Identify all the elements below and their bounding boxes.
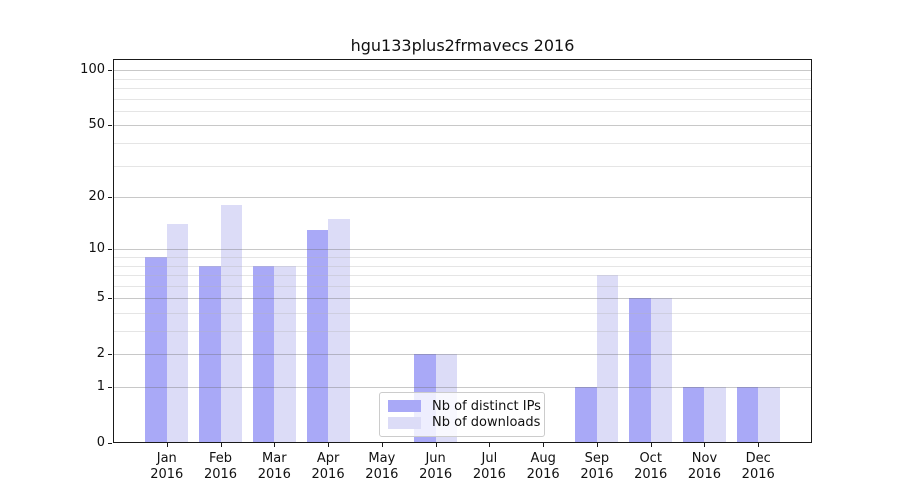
bar-downloads bbox=[166, 224, 189, 443]
bar-downloads bbox=[220, 205, 243, 443]
x-tick-mark bbox=[758, 443, 760, 447]
gridline bbox=[113, 354, 812, 356]
x-tick-label: Mar 2016 bbox=[257, 451, 291, 482]
bar-distinct-ips bbox=[736, 387, 759, 443]
bar-downloads bbox=[704, 387, 726, 443]
y-tick-mark bbox=[108, 387, 112, 388]
y-tick-mark bbox=[108, 70, 112, 72]
bar-distinct-ips bbox=[682, 387, 705, 443]
gridline-minor bbox=[113, 265, 812, 267]
gridline-minor bbox=[113, 275, 812, 277]
gridline-minor bbox=[113, 331, 812, 332]
y-tick-mark bbox=[108, 249, 112, 251]
bar-distinct-ips bbox=[306, 229, 329, 443]
y-tick-mark bbox=[108, 354, 112, 356]
x-tick-label: Jul 2016 bbox=[472, 451, 506, 482]
y-tick-mark bbox=[108, 197, 112, 199]
x-tick-mark bbox=[489, 443, 491, 447]
gridline bbox=[113, 70, 812, 72]
bar-distinct-ips bbox=[575, 387, 597, 443]
legend-swatch bbox=[388, 416, 421, 429]
legend-label: Nb of downloads bbox=[432, 415, 541, 431]
y-tick-label: 10 bbox=[88, 241, 105, 257]
x-tick-label: May 2016 bbox=[365, 451, 399, 482]
bar-downloads bbox=[274, 265, 296, 443]
legend-item: Nb of distinct IPs bbox=[388, 399, 541, 414]
bar-distinct-ips bbox=[199, 265, 221, 443]
bar-downloads bbox=[596, 275, 619, 443]
gridline-minor bbox=[113, 256, 812, 258]
gridline-minor bbox=[113, 110, 812, 112]
x-tick-mark bbox=[220, 443, 222, 447]
x-tick-mark bbox=[704, 443, 706, 447]
gridline bbox=[113, 249, 812, 251]
bar-distinct-ips bbox=[252, 265, 275, 443]
y-tick-label: 0 bbox=[96, 435, 105, 450]
y-tick-mark bbox=[108, 125, 112, 127]
x-tick-mark bbox=[328, 443, 330, 447]
x-tick-label: Sep 2016 bbox=[580, 451, 614, 482]
x-tick-mark bbox=[166, 443, 168, 447]
gridline-minor bbox=[113, 88, 812, 89]
legend-item: Nb of downloads bbox=[388, 415, 540, 430]
y-tick-label: 100 bbox=[80, 62, 105, 78]
gridline-minor bbox=[113, 165, 812, 167]
gridline bbox=[113, 125, 812, 127]
legend-swatch bbox=[388, 400, 421, 413]
x-tick-mark bbox=[381, 443, 383, 447]
x-tick-label: Feb 2016 bbox=[203, 451, 238, 482]
legend: Nb of distinct IPs Nb of downloads bbox=[379, 392, 545, 437]
bar-downloads bbox=[758, 387, 780, 443]
x-tick-mark bbox=[543, 443, 545, 447]
y-tick-label: 5 bbox=[96, 290, 105, 306]
legend-label: Nb of distinct IPs bbox=[432, 398, 541, 414]
x-tick-mark bbox=[274, 443, 276, 447]
y-tick-label: 2 bbox=[96, 346, 105, 362]
gridline-minor bbox=[113, 312, 812, 314]
chart-title: hgu133plus2frmavecs 2016 bbox=[350, 36, 575, 55]
y-tick-mark bbox=[108, 443, 112, 444]
gridline bbox=[113, 298, 812, 300]
gridline-minor bbox=[113, 78, 812, 80]
x-tick-label: Jan 2016 bbox=[150, 451, 184, 482]
x-tick-label: Nov 2016 bbox=[687, 451, 721, 482]
x-tick-label: Dec 2016 bbox=[741, 451, 775, 482]
gridline-minor bbox=[113, 98, 812, 100]
x-tick-mark bbox=[650, 443, 652, 447]
y-tick-label: 1 bbox=[96, 379, 105, 394]
gridline bbox=[113, 197, 812, 199]
x-tick-mark bbox=[435, 443, 437, 447]
y-tick-label: 50 bbox=[88, 117, 105, 133]
gridline bbox=[113, 387, 812, 388]
bar-distinct-ips bbox=[145, 256, 167, 443]
x-tick-mark bbox=[596, 443, 598, 447]
bar-downloads bbox=[328, 219, 350, 443]
x-tick-label: Aug 2016 bbox=[526, 451, 560, 482]
gridline-minor bbox=[113, 143, 812, 144]
bar-distinct-ips bbox=[629, 298, 651, 443]
x-tick-label: Apr 2016 bbox=[311, 451, 345, 482]
x-tick-label: Oct 2016 bbox=[634, 451, 668, 482]
gridline-minor bbox=[113, 285, 812, 287]
x-tick-label: Jun 2016 bbox=[419, 451, 453, 482]
y-tick-label: 20 bbox=[88, 189, 105, 205]
bar-downloads bbox=[650, 298, 673, 443]
y-tick-mark bbox=[108, 298, 112, 300]
